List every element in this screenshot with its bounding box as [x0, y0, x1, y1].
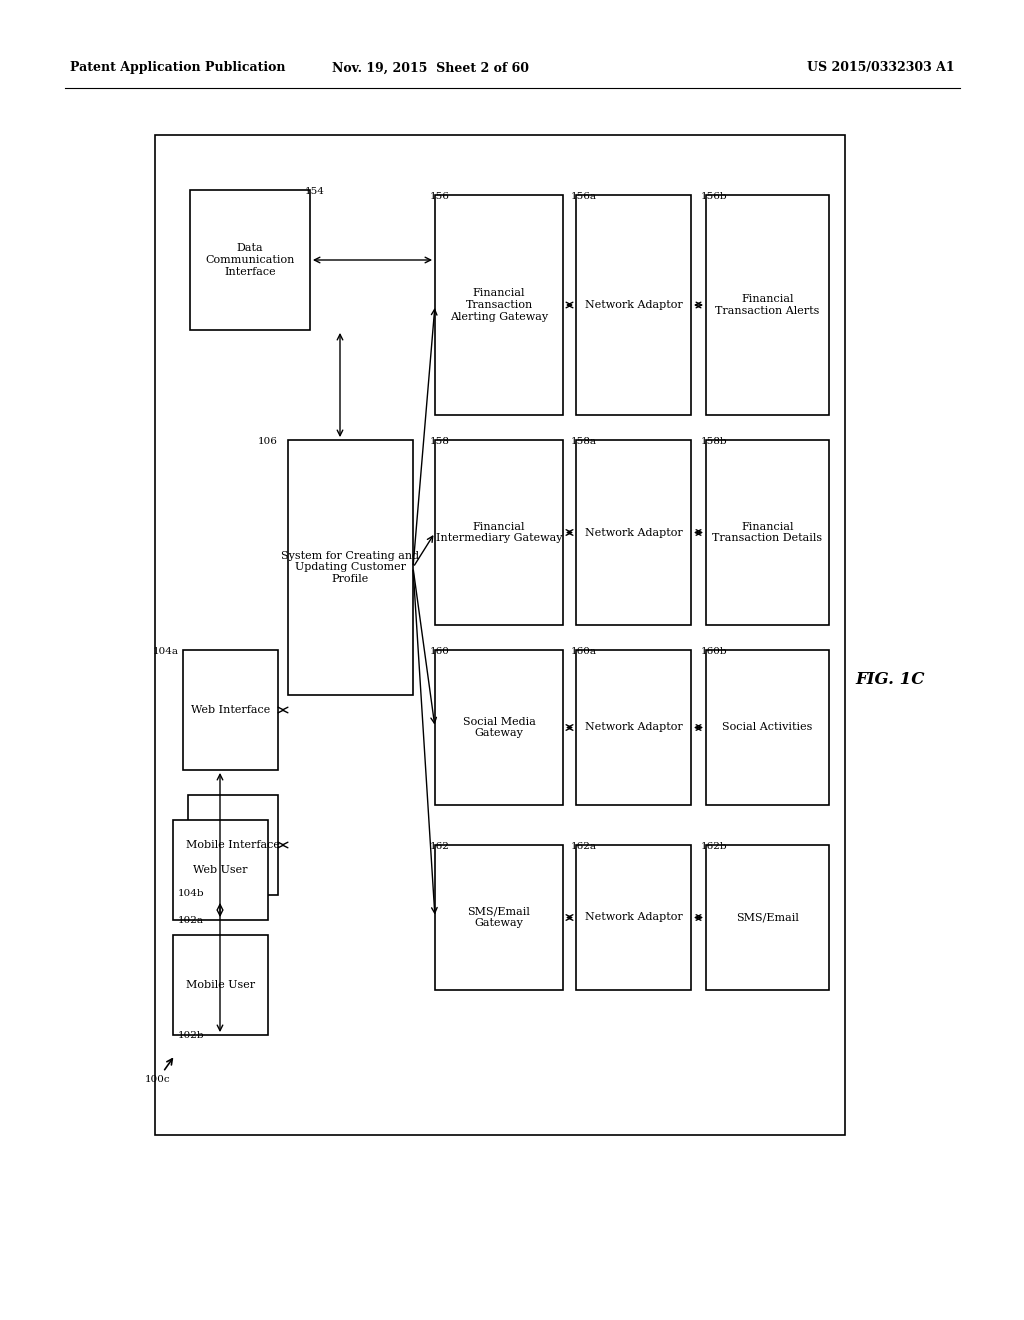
Text: Social Activities: Social Activities: [722, 722, 813, 733]
Text: Financial
Transaction Alerts: Financial Transaction Alerts: [716, 294, 819, 315]
Bar: [435, 845, 563, 990]
Text: Data
Communication
Interface: Data Communication Interface: [206, 243, 295, 277]
Text: Network Adaptor: Network Adaptor: [585, 912, 682, 923]
Bar: [173, 935, 268, 1035]
Text: 160b: 160b: [701, 647, 728, 656]
Text: 104b: 104b: [178, 888, 205, 898]
Text: 160a: 160a: [571, 647, 597, 656]
Text: 162a: 162a: [571, 842, 597, 851]
Text: 162: 162: [430, 842, 450, 851]
Text: 158b: 158b: [701, 437, 728, 446]
Text: 106: 106: [258, 437, 278, 446]
Text: 156b: 156b: [701, 191, 728, 201]
Text: System for Creating and
Updating Customer
Profile: System for Creating and Updating Custome…: [282, 550, 420, 583]
Text: Network Adaptor: Network Adaptor: [585, 722, 682, 733]
Text: 162b: 162b: [701, 842, 728, 851]
Text: 102b: 102b: [178, 1031, 205, 1040]
Bar: [183, 649, 278, 770]
Bar: [706, 195, 829, 414]
Bar: [706, 649, 829, 805]
Bar: [155, 135, 845, 1135]
Bar: [173, 820, 268, 920]
Text: 100c: 100c: [145, 1074, 171, 1084]
Text: US 2015/0332303 A1: US 2015/0332303 A1: [807, 62, 955, 74]
Bar: [435, 195, 563, 414]
Text: Social Media
Gateway: Social Media Gateway: [463, 717, 536, 738]
Text: 102a: 102a: [178, 916, 204, 925]
Bar: [188, 795, 278, 895]
Text: Network Adaptor: Network Adaptor: [585, 300, 682, 310]
Bar: [575, 649, 691, 805]
Bar: [706, 845, 829, 990]
Text: Nov. 19, 2015  Sheet 2 of 60: Nov. 19, 2015 Sheet 2 of 60: [332, 62, 528, 74]
Bar: [575, 845, 691, 990]
Text: FIG. 1C: FIG. 1C: [855, 672, 925, 689]
Bar: [288, 440, 413, 696]
Bar: [435, 440, 563, 624]
Text: Web User: Web User: [194, 865, 248, 875]
Text: 158: 158: [430, 437, 450, 446]
Text: 156a: 156a: [571, 191, 597, 201]
Text: Financial
Transaction
Alerting Gateway: Financial Transaction Alerting Gateway: [450, 288, 548, 322]
Bar: [575, 440, 691, 624]
Text: Financial
Transaction Details: Financial Transaction Details: [713, 521, 822, 544]
Text: 158a: 158a: [571, 437, 597, 446]
Text: 160: 160: [430, 647, 450, 656]
Bar: [575, 195, 691, 414]
Text: SMS/Email
Gateway: SMS/Email Gateway: [468, 907, 530, 928]
Text: Network Adaptor: Network Adaptor: [585, 528, 682, 537]
Text: Web Interface: Web Interface: [190, 705, 270, 715]
Bar: [706, 440, 829, 624]
Bar: [435, 649, 563, 805]
Bar: [190, 190, 310, 330]
Text: Mobile User: Mobile User: [186, 979, 255, 990]
Text: 156: 156: [430, 191, 450, 201]
Text: SMS/Email: SMS/Email: [736, 912, 799, 923]
Text: Financial
Intermediary Gateway: Financial Intermediary Gateway: [436, 521, 562, 544]
Text: 154: 154: [305, 187, 325, 195]
Text: 104a: 104a: [153, 647, 179, 656]
Text: Mobile Interface: Mobile Interface: [186, 840, 280, 850]
Text: Patent Application Publication: Patent Application Publication: [70, 62, 286, 74]
